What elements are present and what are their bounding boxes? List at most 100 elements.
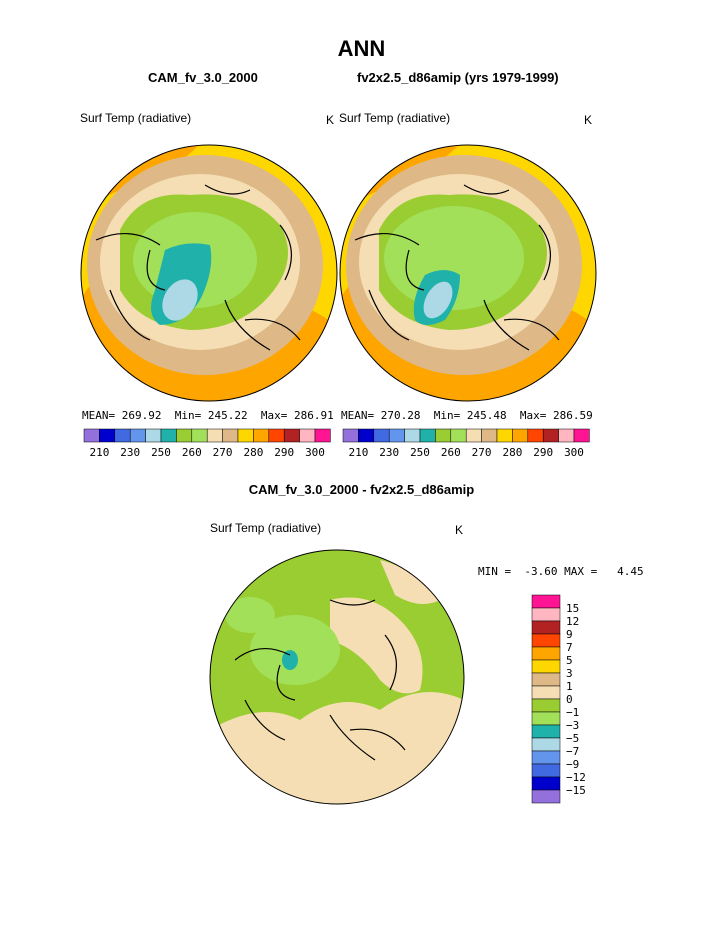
colorbar-swatch xyxy=(253,428,270,443)
diff-min-value: -3.60 xyxy=(524,565,558,578)
panel1-units: K xyxy=(326,113,335,127)
colorbar-swatch xyxy=(191,428,208,443)
diff-title: CAM_fv_3.0_2000 - fv2x2.5_d86amip xyxy=(248,482,475,497)
colorbar-swatch xyxy=(435,428,452,443)
colorbar-swatch xyxy=(237,428,254,443)
colorbar-swatch xyxy=(531,607,561,622)
colorbar-swatch xyxy=(531,633,561,648)
colorbar-tick-label: −3 xyxy=(566,719,579,732)
panel1-stats: MEAN= 269.92 Min= 245.22 Max= 286.91 xyxy=(82,409,334,422)
colorbar-swatch xyxy=(531,672,561,687)
colorbar-tick-label: 260 xyxy=(182,446,202,459)
diff-units: K xyxy=(455,523,464,537)
colorbar-swatch xyxy=(531,711,561,726)
zone-band xyxy=(282,650,298,670)
colorbar-swatch xyxy=(531,685,561,700)
colorbar-tick-label: 230 xyxy=(379,446,399,459)
colorbar-swatch xyxy=(531,789,561,804)
colorbar-tick-label: 0 xyxy=(566,693,573,706)
panel2-min-value: 245.48 xyxy=(466,409,507,422)
diff-map-border xyxy=(209,549,465,805)
diff-max-label: MAX = xyxy=(564,565,598,578)
colorbar-swatch xyxy=(373,428,390,443)
diff-max-value: 4.45 xyxy=(617,565,644,578)
colorbar-tick-label: 290 xyxy=(533,446,553,459)
colorbar-swatch xyxy=(176,428,193,443)
colorbar-swatch xyxy=(129,428,146,443)
colorbar-swatch xyxy=(512,428,529,443)
panel2-field-label: Surf Temp (radiative) xyxy=(339,111,451,125)
colorbar-swatch xyxy=(160,428,177,443)
panel1-colorbar: 210 230 250 260 270 280 290 300 xyxy=(83,428,331,459)
colorbar-tick-label: 15 xyxy=(566,602,579,615)
colorbar-tick-label: −12 xyxy=(566,771,586,784)
colorbar-swatch xyxy=(531,620,561,635)
zone-band xyxy=(210,692,464,804)
colorbar-swatch xyxy=(481,428,498,443)
colorbar-swatch xyxy=(531,594,561,609)
panel2-map-border xyxy=(339,144,597,402)
zone-band xyxy=(384,206,524,310)
diff-stats: MIN = -3.60 MAX = 4.45 xyxy=(478,565,644,578)
panel2-min-label: Min= xyxy=(433,409,461,422)
colorbar-tick-label: 210 xyxy=(89,446,109,459)
panel1-map xyxy=(81,145,337,401)
colorbar-tick-label: 9 xyxy=(566,628,573,641)
colorbar-tick-label: 210 xyxy=(348,446,368,459)
colorbar-swatch xyxy=(388,428,405,443)
colorbar-swatch xyxy=(527,428,544,443)
panel1-min-label: Min= xyxy=(174,409,202,422)
main-title: ANN xyxy=(337,36,386,61)
colorbar-swatch xyxy=(358,428,375,443)
colorbar-tick-label: 280 xyxy=(502,446,522,459)
colorbar-swatch xyxy=(531,750,561,765)
colorbar-swatch xyxy=(558,428,575,443)
panel2-max-label: Max= xyxy=(519,409,547,422)
panel1-field-label: Surf Temp (radiative) xyxy=(80,111,192,125)
colorbar-tick-label: 3 xyxy=(566,667,573,680)
zone-band xyxy=(380,560,440,604)
panel1-max-value: 286.91 xyxy=(294,409,334,422)
colorbar-tick-label: 270 xyxy=(213,446,233,459)
colorbar-swatch xyxy=(114,428,131,443)
colorbar-swatch xyxy=(531,698,561,713)
coastline xyxy=(354,184,560,351)
colorbar-tick-label: 250 xyxy=(410,446,430,459)
colorbar-swatch xyxy=(419,428,436,443)
colorbar-swatch xyxy=(299,428,316,443)
colorbar-tick-label: 300 xyxy=(564,446,584,459)
panel1-mean-label: MEAN= xyxy=(82,409,116,422)
colorbar-swatch xyxy=(573,428,590,443)
colorbar-tick-label: 5 xyxy=(566,654,573,667)
colorbar-swatch xyxy=(145,428,162,443)
zone-band xyxy=(330,597,423,694)
panel2-map xyxy=(340,145,596,401)
colorbar-tick-label: −7 xyxy=(566,745,579,758)
zone-band xyxy=(250,615,340,685)
colorbar-swatch xyxy=(496,428,513,443)
panel1-mean-value: 269.92 xyxy=(121,409,162,422)
panel1-map-border xyxy=(80,144,338,402)
panel1-min-value: 245.22 xyxy=(207,409,248,422)
colorbar-tick-label: 290 xyxy=(274,446,294,459)
colorbar-swatch xyxy=(531,724,561,739)
colorbar-tick-label: 12 xyxy=(566,615,579,628)
panel2-stats: MEAN= 270.28 Min= 245.48 Max= 286.59 xyxy=(341,409,593,422)
panel2-max-value: 286.59 xyxy=(553,409,593,422)
diff-field-label: Surf Temp (radiative) xyxy=(210,521,322,535)
colorbar-swatch xyxy=(222,428,239,443)
colorbar-swatch xyxy=(531,646,561,661)
panel2-title: fv2x2.5_d86amip (yrs 1979-1999) xyxy=(357,70,559,85)
colorbar-swatch xyxy=(531,763,561,778)
colorbar-tick-label: 1 xyxy=(566,680,573,693)
colorbar-swatch xyxy=(206,428,223,443)
colorbar-swatch xyxy=(314,428,331,443)
colorbar-swatch xyxy=(268,428,285,443)
colorbar-swatch xyxy=(465,428,482,443)
colorbar-tick-label: −5 xyxy=(566,732,579,745)
panel2-mean-label: MEAN= xyxy=(341,409,375,422)
zone-band xyxy=(423,281,453,319)
zone-band xyxy=(162,279,198,321)
